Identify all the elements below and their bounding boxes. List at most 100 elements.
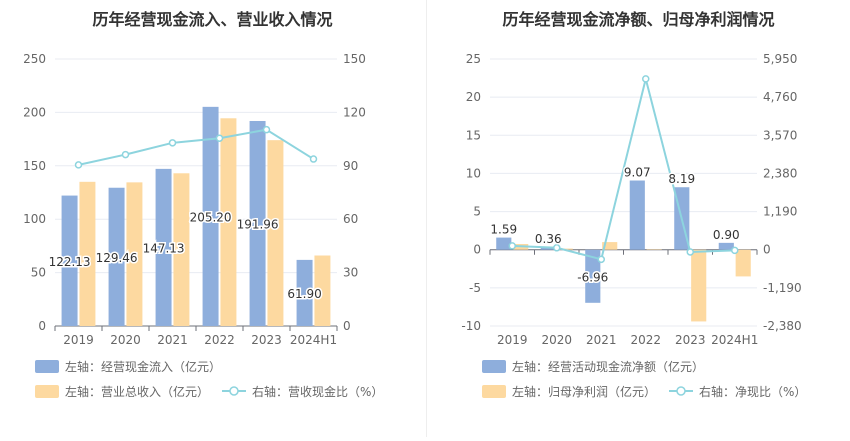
y-right-tick-label: 0 [343, 319, 351, 333]
legend-label: 左轴：营业总收入（亿元） [65, 384, 209, 399]
line-point [597, 255, 605, 264]
y-left-tick-label: 50 [31, 266, 46, 280]
line-point [686, 248, 694, 256]
bar [496, 237, 512, 250]
y-right-tick-label: 90 [343, 159, 358, 173]
series-line [78, 128, 315, 166]
data-label: 61.90 [287, 287, 321, 301]
data-label: -6.96 [577, 270, 608, 284]
data-label: 1.59 [490, 223, 517, 237]
x-tick-label: 2021 [157, 333, 188, 347]
legend-swatch-point [676, 386, 686, 396]
y-left-tick-label: 150 [23, 159, 46, 173]
line-point [731, 246, 739, 255]
line-point [168, 139, 177, 147]
y-right-tick-label: -1,190 [763, 281, 802, 295]
line-point [309, 155, 318, 163]
legend-swatch [35, 360, 59, 373]
y-left-tick-label: 0 [38, 319, 46, 333]
y-left-tick-label: 15 [466, 128, 481, 142]
bar [314, 255, 331, 326]
legend-swatch [482, 385, 506, 398]
bar [646, 249, 662, 250]
bar [220, 118, 237, 326]
legend-swatch-point [229, 386, 239, 396]
bar [173, 173, 190, 326]
bar [735, 249, 751, 277]
x-tick-label: 2022 [630, 333, 661, 347]
data-label: 0.90 [713, 228, 740, 242]
x-tick-label: 2023 [251, 333, 282, 347]
series-line [512, 78, 735, 261]
x-tick-label: 2020 [110, 333, 141, 347]
y-left-tick-label: 10 [466, 166, 481, 180]
bar [108, 187, 125, 326]
y-left-tick-label: 25 [466, 52, 481, 66]
y-right-tick-label: 30 [343, 266, 358, 280]
x-tick-label: 2022 [204, 333, 235, 347]
y-right-tick-label: 1,190 [763, 205, 797, 219]
y-right-tick-label: 120 [343, 105, 366, 119]
bar [267, 140, 284, 326]
y-left-tick-label: 100 [23, 212, 46, 226]
chart-svg-net-cash: -10 -5 0 5 10 15 20 25 -2,380 -1,190 0 1,190 2,380 3,… [461, 52, 806, 399]
bar [296, 259, 313, 326]
line-point [74, 161, 83, 169]
chart-title: 历年经营现金流入、营业收入情况 [92, 10, 333, 29]
data-label: 129.46 [96, 251, 138, 265]
x-tick-label: 2023 [675, 333, 706, 347]
y-right-tick-label: 150 [343, 52, 366, 66]
bar [155, 168, 172, 326]
y-left-tick-label: 200 [23, 105, 46, 119]
x-tick-label: 2020 [541, 333, 572, 347]
legend-label: 左轴：经营活动现金流净额（亿元） [512, 359, 704, 374]
y-right-tick-label: -2,380 [763, 319, 802, 333]
bar [126, 182, 143, 326]
x-tick-label: 2024H1 [290, 333, 337, 347]
x-tick-label: 2019 [497, 333, 528, 347]
y-left-tick-label: 0 [473, 243, 481, 257]
line-point [553, 244, 561, 252]
y-right-tick-label: 4,760 [763, 90, 797, 104]
bar [629, 180, 645, 250]
bar [202, 106, 219, 326]
legend-swatch [482, 360, 506, 373]
legend-label: 右轴：净现比（%） [699, 384, 806, 399]
data-label: 8.19 [668, 172, 695, 186]
y-right-tick-label: 3,570 [763, 128, 797, 142]
legend-label: 左轴：归母净利润（亿元） [512, 384, 656, 399]
y-right-tick-label: 5,950 [763, 52, 797, 66]
y-left-tick-label: 250 [23, 52, 46, 66]
bar [718, 242, 734, 250]
data-label: 191.96 [237, 217, 279, 231]
y-left-tick-label: 20 [466, 90, 481, 104]
data-label: 9.07 [624, 166, 651, 180]
x-tick-label: 2019 [63, 333, 94, 347]
data-label: 205.20 [190, 210, 232, 224]
chart-panel-cash-inflow: 历年经营现金流入、营业收入情况 0 50 100 150 200 250 0 30 60 90 12… [0, 0, 425, 437]
y-right-tick-label: 60 [343, 212, 358, 226]
y-right-tick-label: 0 [763, 243, 771, 257]
bar [602, 242, 618, 250]
data-label: 0.36 [535, 232, 562, 246]
x-tick-label: 2021 [586, 333, 617, 347]
bar [61, 195, 78, 326]
y-left-tick-label: -5 [469, 281, 481, 295]
bar [249, 120, 266, 326]
line-point [215, 134, 224, 142]
line-point [642, 75, 650, 83]
chart-title: 历年经营现金流净额、归母净利润情况 [502, 10, 775, 29]
data-label: 147.13 [143, 241, 185, 255]
line-point [262, 125, 271, 134]
y-left-tick-label: 5 [473, 205, 481, 219]
chart-svg-cash-inflow: 0 50 100 150 200 250 0 30 60 90 120 150 2019 2020 2021… [23, 52, 383, 399]
line-point [508, 242, 516, 250]
y-left-tick-label: -10 [461, 319, 481, 333]
data-label: 122.13 [49, 255, 91, 269]
y-right-tick-label: 2,380 [763, 166, 797, 180]
chart-panel-net-cash: 历年经营现金流净额、归母净利润情况 -10 -5 0 5 10 15 20 25 -2,380-… [427, 0, 850, 437]
legend-label: 右轴：营收现金比（%） [252, 384, 383, 399]
line-point [121, 150, 130, 159]
panel-divider [426, 0, 427, 437]
x-tick-label: 2024H1 [711, 333, 758, 347]
